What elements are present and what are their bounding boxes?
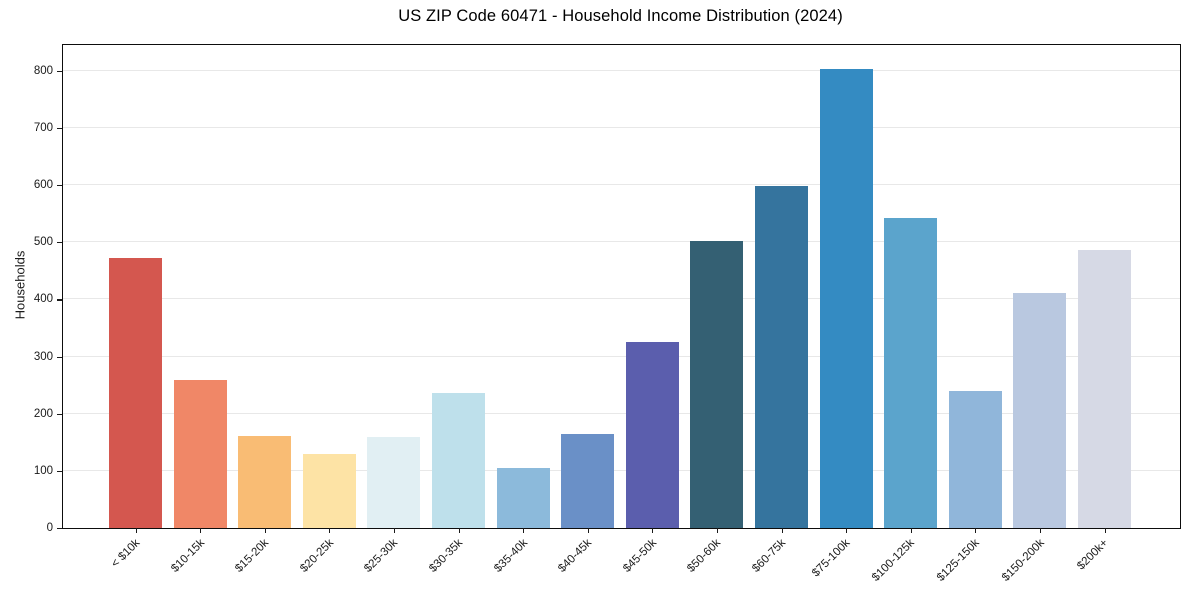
x-tick-mark <box>393 528 396 533</box>
bar-150-200k <box>1013 293 1067 528</box>
gridline <box>63 469 1180 471</box>
gridline <box>63 126 1180 128</box>
gridline <box>63 241 1180 243</box>
x-tick-label: $10-15k <box>168 537 207 575</box>
x-tick-label: $125-150k <box>934 537 982 584</box>
x-tick-label: < $10k <box>108 537 142 571</box>
bar-50-60k <box>690 241 744 528</box>
bar-125-150k <box>948 390 1002 528</box>
y-tick-label: 200 <box>33 407 53 420</box>
y-tick-label: 500 <box>33 236 53 249</box>
y-tick-mark <box>57 470 62 473</box>
gridline <box>63 412 1180 414</box>
x-tick-mark <box>716 528 719 533</box>
x-tick-label: $75-100k <box>810 537 853 580</box>
x-tick-mark <box>1039 528 1042 533</box>
x-tick-label: $25-30k <box>362 537 401 575</box>
x-tick-label: $35-40k <box>491 537 530 575</box>
x-tick-mark <box>846 528 848 533</box>
x-tick-mark <box>135 528 137 533</box>
gridline <box>63 355 1180 357</box>
x-tick-label: $200k+ <box>1075 537 1111 573</box>
x-tick-mark <box>1104 528 1106 533</box>
bar-25-30k <box>367 437 421 528</box>
y-tick-mark <box>57 242 62 244</box>
x-tick-mark <box>200 528 202 533</box>
y-axis-label: Households <box>12 250 28 320</box>
y-tick-mark <box>57 413 62 415</box>
y-tick-mark <box>57 185 62 187</box>
x-tick-label: $50-60k <box>685 537 724 575</box>
y-tick-mark <box>57 528 62 530</box>
gridline <box>63 69 1180 71</box>
y-tick-label: 300 <box>33 350 53 363</box>
y-tick-label: 700 <box>33 121 53 134</box>
y-tick-mark <box>57 299 62 301</box>
y-tick-label: 100 <box>33 464 53 477</box>
bar-20-25k <box>302 454 356 528</box>
x-tick-mark <box>264 528 266 533</box>
x-tick-mark <box>781 528 783 533</box>
x-tick-label: $20-25k <box>297 537 336 575</box>
gridline <box>63 184 1180 186</box>
y-tick-label: 0 <box>46 522 53 534</box>
bar-10k <box>109 258 162 528</box>
bar-35-40k <box>496 467 550 528</box>
bar-40-45k <box>561 434 615 528</box>
bar-45-50k <box>625 342 679 528</box>
y-tick-label: 400 <box>33 293 53 306</box>
bar-75-100k <box>819 69 873 528</box>
x-tick-label: $100-125k <box>870 537 918 584</box>
x-tick-mark <box>652 528 654 533</box>
x-tick-label: $150-200k <box>999 537 1047 584</box>
bar-30-35k <box>432 393 485 528</box>
x-tick-mark <box>910 528 912 533</box>
bar-10-15k <box>173 379 227 528</box>
x-tick-label: $40-45k <box>556 537 595 575</box>
y-tick-label: 600 <box>33 179 53 192</box>
x-tick-mark <box>458 528 460 533</box>
x-tick-label: $60-75k <box>750 537 788 575</box>
x-tick-label: $30-35k <box>427 537 465 575</box>
bar-100-125k <box>884 218 938 528</box>
y-tick-label: 800 <box>33 64 53 77</box>
y-tick-mark <box>57 70 62 72</box>
plot-area: 0 100 200 300 400 500 600 700 800 < $10k $10-15k $1… <box>34 44 1181 584</box>
x-tick-mark <box>587 528 589 533</box>
x-tick-mark <box>975 528 977 533</box>
gridline <box>63 298 1180 300</box>
x-tick-label: $15-20k <box>233 537 272 575</box>
chart-title: US ZIP Code 60471 - Household Income Dis… <box>398 7 843 25</box>
x-tick-mark <box>523 528 525 533</box>
bar-60-75k <box>755 186 808 528</box>
x-tick-label: $45-50k <box>620 537 659 575</box>
y-tick-mark <box>57 356 62 358</box>
x-tick-mark <box>329 528 331 533</box>
y-tick-mark <box>57 127 62 130</box>
bar-15-20k <box>238 435 292 528</box>
bar-200k <box>1078 250 1131 528</box>
